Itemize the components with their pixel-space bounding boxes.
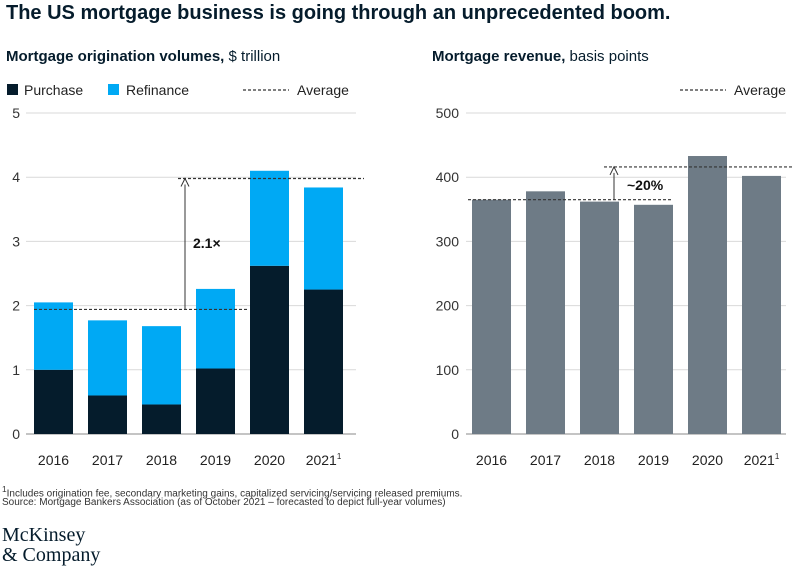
revenue-ytick-label: 0 <box>451 426 459 442</box>
revenue-title-bold: Mortgage revenue, <box>432 48 566 65</box>
origination-xtick-label: 2018 <box>146 452 177 468</box>
origination-xtick-label: 2016 <box>38 452 69 468</box>
origination-bar-refinance-2017 <box>88 320 127 396</box>
origination-arrow-head <box>180 177 190 187</box>
origination-bar-purchase-2017 <box>88 395 127 434</box>
origination-bar-purchase-2020 <box>250 265 289 434</box>
origination-bar-refinance-2016 <box>34 302 73 370</box>
revenue-xtick-note: 1 <box>775 452 780 461</box>
origination-bar-refinance-2018 <box>142 326 181 405</box>
revenue-xtick-label: 2020 <box>692 452 723 468</box>
logo-line-2: & Company <box>2 544 101 566</box>
footnote-mark: 1 <box>2 484 7 494</box>
origination-ytick-label: 1 <box>12 362 20 378</box>
origination-ytick-label: 0 <box>12 426 20 442</box>
origination-ytick-label: 3 <box>12 233 20 249</box>
legend-refinance-swatch <box>108 84 119 95</box>
revenue-xtick-label: 2018 <box>584 452 615 468</box>
revenue-bar-2016 <box>472 199 511 434</box>
origination-legend-average-label: Average <box>297 82 349 98</box>
origination-xtick-note: 1 <box>337 452 342 461</box>
mckinsey-logo: McKinsey & Company <box>2 525 100 565</box>
origination-bar-refinance-2020 <box>250 170 289 266</box>
origination-ytick-label: 2 <box>12 298 20 314</box>
revenue-bar-2018 <box>580 201 619 434</box>
revenue-bar-2019 <box>634 204 673 434</box>
revenue-ytick-label: 300 <box>436 233 460 249</box>
origination-bar-purchase-2021 <box>304 289 343 434</box>
origination-bar-refinance-2019 <box>196 288 235 369</box>
legend-purchase-swatch <box>7 84 18 95</box>
origination-bar-purchase-2016 <box>34 369 73 434</box>
origination-title-unit: $ trillion <box>224 48 281 65</box>
page-title: The US mortgage business is going throug… <box>6 2 671 24</box>
origination-bar-purchase-2019 <box>196 368 235 434</box>
revenue-legend-average-label: Average <box>734 82 786 98</box>
revenue-ytick-label: 200 <box>436 298 460 314</box>
origination-annotation: 2.1× <box>193 235 221 251</box>
revenue-ytick-label: 100 <box>436 362 460 378</box>
footnote-note: 1Includes origination fee, secondary mar… <box>2 484 462 499</box>
legend-refinance-label: Refinance <box>126 82 189 98</box>
revenue-chart-title: Mortgage revenue, basis points <box>432 48 649 65</box>
revenue-bar-2017 <box>526 191 565 434</box>
revenue-xtick-label: 2019 <box>638 452 669 468</box>
origination-xtick-label: 2017 <box>92 452 123 468</box>
origination-bar-purchase-2018 <box>142 404 181 434</box>
footnote-source: Source: Mortgage Bankers Association (as… <box>2 497 446 508</box>
logo-line-1: McKinsey <box>2 524 86 546</box>
origination-chart-title: Mortgage origination volumes, $ trillion <box>6 48 280 65</box>
revenue-arrow-head <box>609 165 619 176</box>
revenue-bar-2021 <box>742 175 781 434</box>
revenue-xtick-label: 20211 <box>744 452 780 468</box>
footnote-note-text: Includes origination fee, secondary mark… <box>6 488 463 500</box>
revenue-bar-2020 <box>688 156 727 434</box>
revenue-xtick-label: 2016 <box>476 452 507 468</box>
charts-canvas: 0 1 2 3 4 5 2016 2017 2018 2019 2020 20211 2.1× Avera… <box>7 82 794 468</box>
origination-bar-refinance-2021 <box>304 187 343 290</box>
origination-xtick-label: 2020 <box>254 452 285 468</box>
revenue-title-unit: basis points <box>565 48 649 65</box>
revenue-annotation: ~20% <box>627 177 664 193</box>
origination-title-bold: Mortgage origination volumes, <box>6 48 225 65</box>
origination-ytick-label: 4 <box>12 169 20 185</box>
origination-ytick-label: 5 <box>12 105 20 121</box>
legend-purchase-label: Purchase <box>24 82 83 98</box>
revenue-xtick-label: 2017 <box>530 452 561 468</box>
origination-xtick-label: 2019 <box>200 452 231 468</box>
revenue-ytick-label: 500 <box>436 105 460 121</box>
revenue-ytick-label: 400 <box>436 169 460 185</box>
origination-xtick-label: 20211 <box>306 452 342 468</box>
